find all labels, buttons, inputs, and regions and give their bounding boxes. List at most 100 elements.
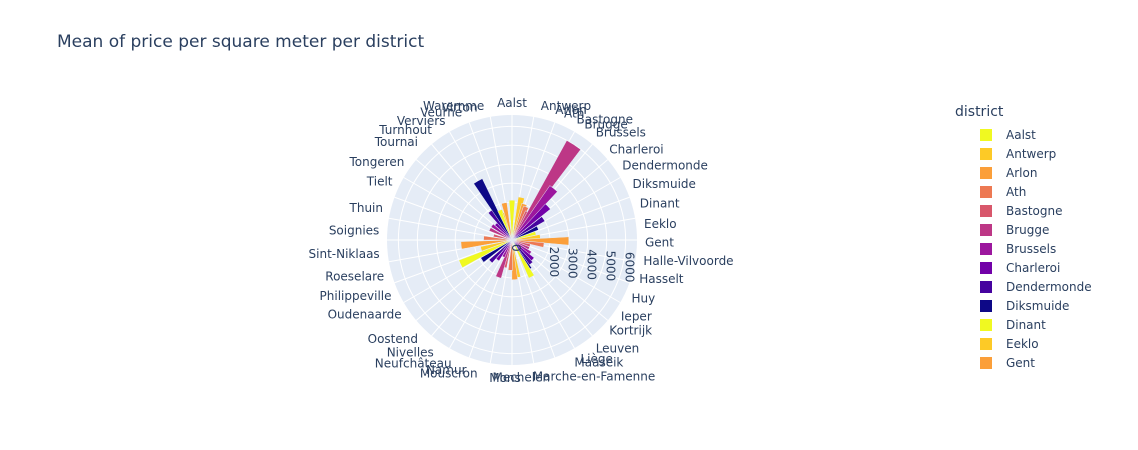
angular-label: Bastogne <box>577 113 634 127</box>
grid-spoke <box>394 196 513 241</box>
angular-label: Dendermonde <box>622 159 708 173</box>
angular-axis-labels: Aalst AntwerpArlonAthBastogneBruggeBrusse… <box>309 96 734 385</box>
angular-label: Neufchâteau <box>375 357 452 371</box>
bar-oostend[interactable]: Oostend: 1600 <box>488 239 513 264</box>
angular-label: Mechelen <box>492 371 550 385</box>
angular-label: Mouscron <box>420 367 478 381</box>
legend-item[interactable]: Dendermonde <box>955 277 1125 296</box>
radial-tick-labels: 0 2000 3000 4000 5000 6000 <box>509 244 636 282</box>
legend-label: Antwerp <box>1006 146 1057 161</box>
legend-swatch <box>980 204 992 217</box>
bar-oudenaarde[interactable]: Oudenaarde: 1900 <box>480 239 513 263</box>
angular-label: Hasselt <box>639 272 684 286</box>
bar-roeselare[interactable]: Roeselare: 1700 <box>480 239 513 252</box>
bar-maaseik[interactable]: Maaseik: 2200 <box>511 239 535 279</box>
legend-label: Ath <box>1006 184 1027 199</box>
angular-label: Veurne <box>420 106 462 120</box>
legend-item[interactable]: Ath <box>955 182 1125 201</box>
angular-label: Brussels <box>596 126 646 140</box>
legend-items: Aalst Antwerp Arlon Ath Bastogne Brugge Brusse… <box>955 125 1125 372</box>
radial-tick-label: 0 <box>509 244 523 252</box>
angular-label: Sint-Niklaas <box>309 247 380 261</box>
bar-soignies[interactable]: Soignies: 1500 <box>483 235 513 241</box>
legend-label: Arlon <box>1006 165 1038 180</box>
angular-label: Antwerp <box>541 99 591 113</box>
chart-title: Mean of price per square meter per distr… <box>57 32 425 52</box>
legend-item[interactable]: Arlon <box>955 163 1125 182</box>
radial-tick-label: 2000 <box>547 247 561 278</box>
legend-label: Brugge <box>1006 222 1050 237</box>
legend-item[interactable]: Antwerp <box>955 144 1125 163</box>
bar-aalst[interactable]: Aalst: 2100 <box>508 199 516 241</box>
bar-verviers[interactable]: Verviers: 3600 <box>473 178 513 241</box>
angular-label: Tielt <box>366 175 393 189</box>
angular-label: Oostend <box>368 332 418 346</box>
angular-label: Philippeville <box>320 289 392 303</box>
angular-label: Ath <box>564 107 584 121</box>
legend-swatch <box>980 261 992 274</box>
angular-label: Halle-Vilvoorde <box>643 254 733 268</box>
legend-item[interactable]: Brussels <box>955 239 1125 258</box>
legend-item[interactable]: Charleroi <box>955 258 1125 277</box>
angular-label: Roeselare <box>325 270 384 284</box>
bar-charleroi[interactable]: Charleroi: 2600 <box>511 203 551 241</box>
angular-label: Tongeren <box>348 155 404 169</box>
bar-dinant[interactable]: Dinant: 1300 <box>511 231 537 241</box>
angular-label: Diksmuide <box>633 177 696 191</box>
radial-tick-label: 6000 <box>622 252 636 283</box>
bar-mechelen[interactable]: Mechelen: 2100 <box>511 239 518 281</box>
angular-label: Verviers <box>397 114 446 128</box>
legend-swatch <box>980 242 992 255</box>
bar-tongeren[interactable]: Tongeren: 1300 <box>490 223 513 241</box>
legend-item[interactable]: Diksmuide <box>955 296 1125 315</box>
angular-label: Ieper <box>621 309 652 323</box>
angular-label: Leuven <box>596 341 640 355</box>
angular-label: Nivelles <box>387 346 434 360</box>
angular-label: Waremme <box>423 99 484 113</box>
radial-tick-label: 4000 <box>585 249 599 280</box>
bar-dendermonde[interactable]: Dendermonde: 2000 <box>511 216 546 241</box>
legend-title: district <box>955 104 1004 120</box>
legend-item[interactable]: Eeklo <box>955 334 1125 353</box>
angular-label: Dinant <box>640 196 680 210</box>
bar-veurne[interactable]: Veurne: 1700 <box>497 209 513 241</box>
legend-item[interactable]: Dinant <box>955 315 1125 334</box>
legend-item[interactable]: Gent <box>955 353 1125 372</box>
bar-thuin[interactable]: Thuin: 1000 <box>493 233 513 241</box>
grid-spoke <box>449 239 513 349</box>
bars: Aalst: 2100Antwerp: 2300Arlon: 2000Ath: … <box>458 140 582 281</box>
legend-swatch <box>980 299 992 312</box>
legend-item[interactable]: Brugge <box>955 220 1125 239</box>
bar-mons[interactable]: Mons: 1600 <box>507 239 513 271</box>
angular-label: Liège <box>581 352 613 366</box>
legend-label: Charleroi <box>1006 260 1061 275</box>
legend-label: Bastogne <box>1006 203 1063 218</box>
bar-diksmuide[interactable]: Diksmuide: 1500 <box>511 225 539 241</box>
grid-spoke <box>388 217 513 241</box>
legend-swatch <box>980 185 992 198</box>
grid-spoke <box>489 239 513 364</box>
bar-sint-niklaas[interactable]: Sint-Niklaas: 2700 <box>460 239 513 250</box>
angular-label: Namur <box>426 363 467 377</box>
bar-waremme[interactable]: Waremme: 2000 <box>501 202 513 241</box>
angular-label: Eeklo <box>644 217 677 231</box>
bar-philippeville[interactable]: Philippeville: 3000 <box>458 239 513 269</box>
legend-item[interactable]: Aalst <box>955 125 1125 144</box>
legend-swatch <box>980 166 992 179</box>
bar-gent[interactable]: Gent: 3000 <box>511 236 570 246</box>
legend-label: Brussels <box>1006 241 1057 256</box>
legend-swatch <box>980 128 992 141</box>
legend-item[interactable]: Bastogne <box>955 201 1125 220</box>
angular-label: Brugge <box>584 118 627 132</box>
grid-spoke <box>511 239 630 284</box>
angular-label: Gent <box>645 235 674 249</box>
angular-label: Marche-en-Famenne <box>533 369 655 383</box>
bar-brussels[interactable]: Brussels: 3500 <box>511 185 558 241</box>
legend-swatch <box>980 337 992 350</box>
angular-label: Aalst <box>497 96 527 110</box>
angular-label: Soignies <box>329 224 379 238</box>
bar-tielt[interactable]: Tielt: 1300 <box>488 227 513 241</box>
bar-nivelles[interactable]: Nivelles: 1300 <box>495 239 513 262</box>
grid-spoke <box>511 239 621 303</box>
